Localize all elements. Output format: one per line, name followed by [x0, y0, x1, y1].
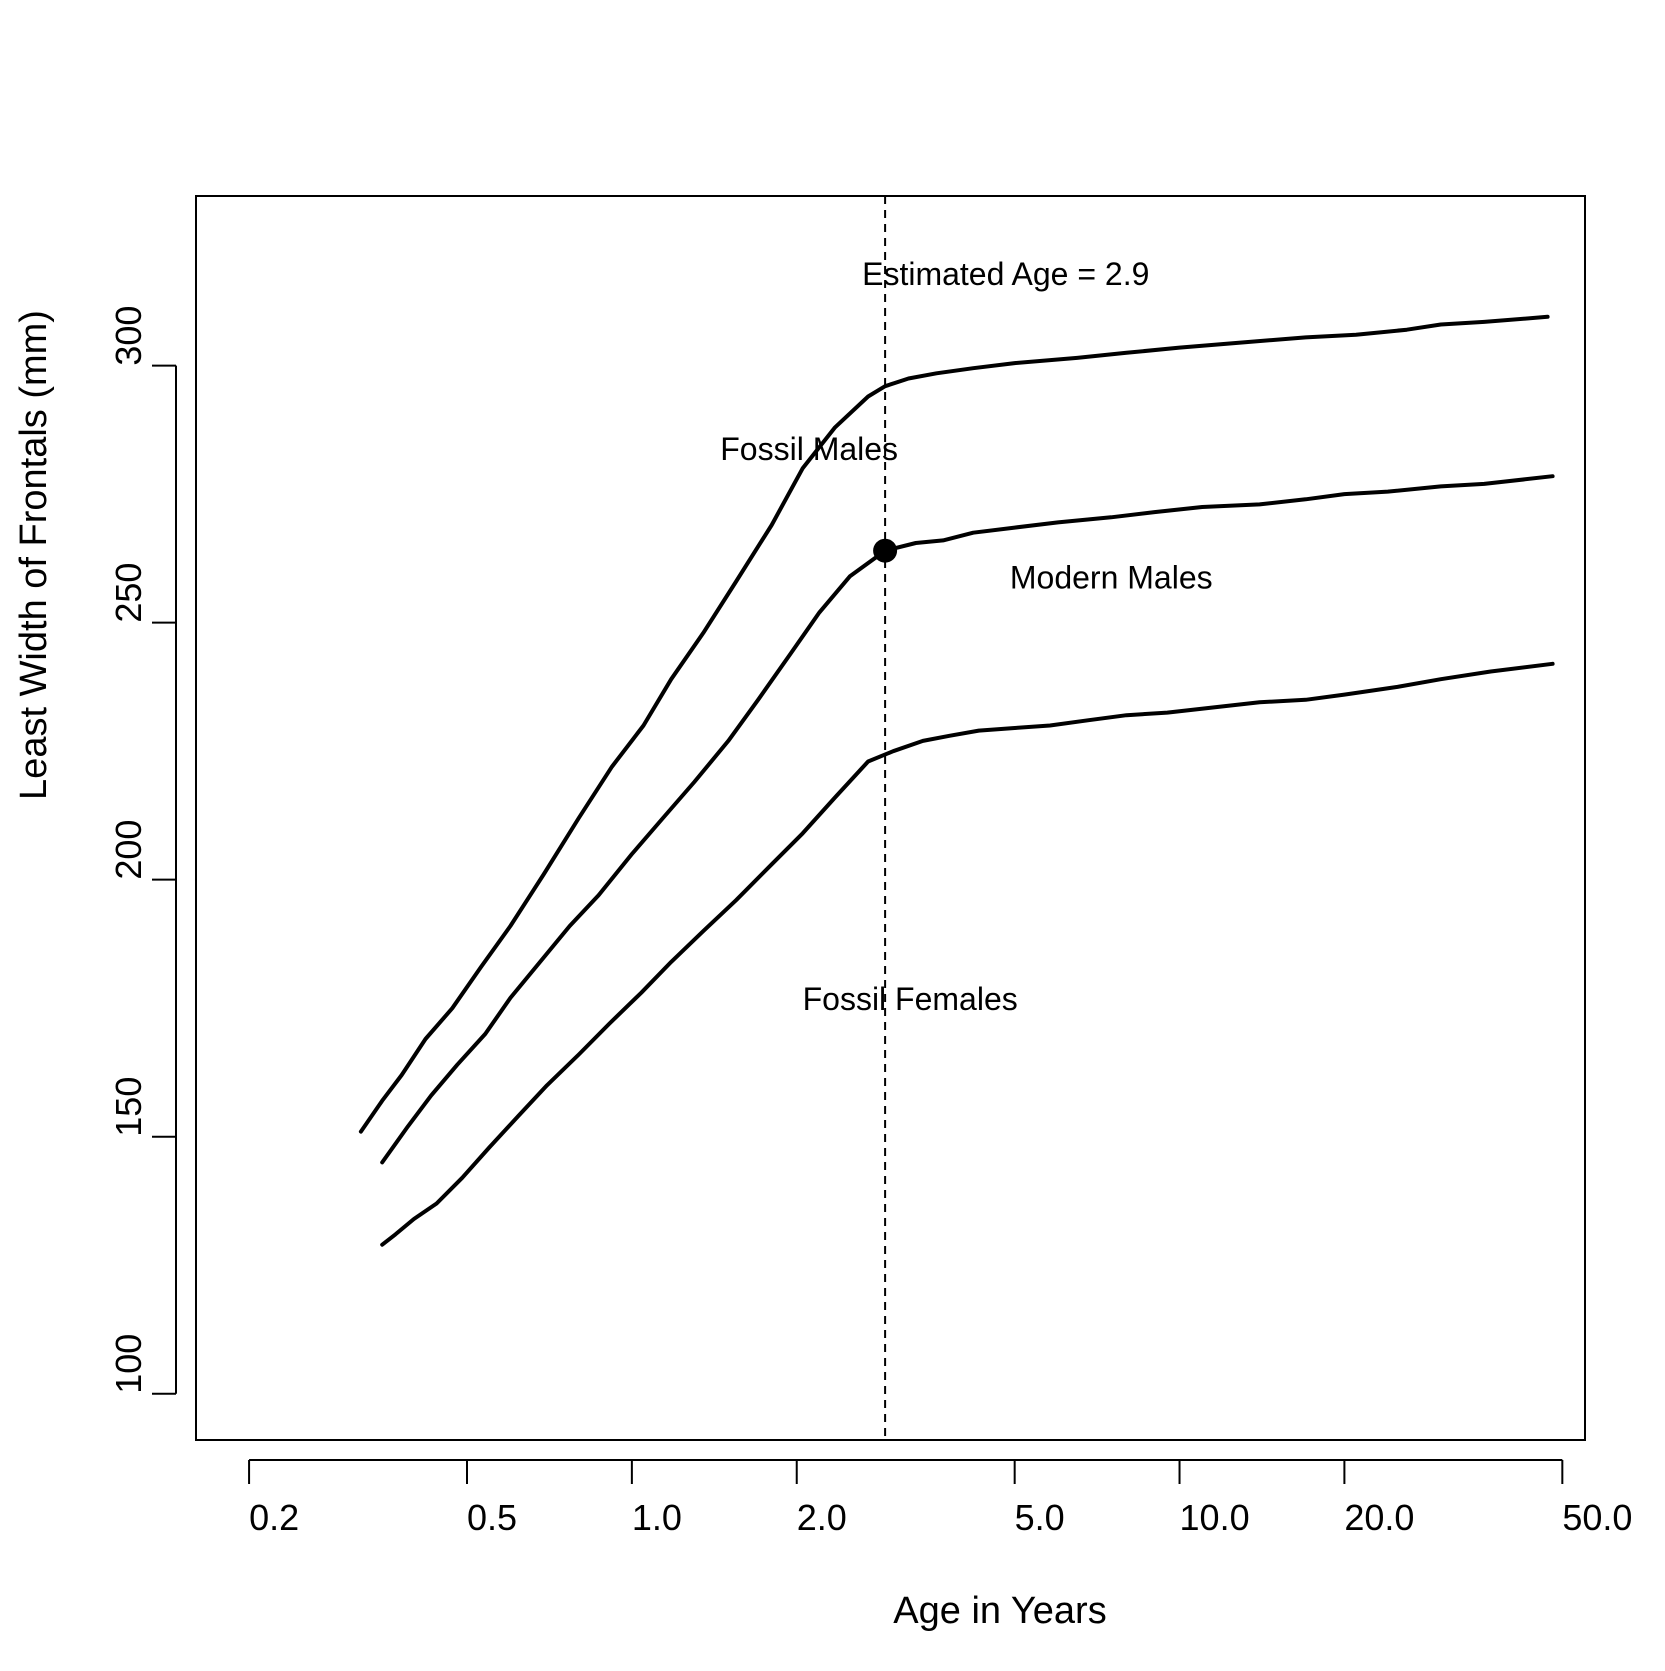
x-tick-label-0-2: 0.2: [249, 1497, 299, 1538]
x-tick-label-5-0: 5.0: [1015, 1497, 1065, 1538]
x-tick-label-50-0: 50.0: [1562, 1497, 1632, 1538]
y-tick-label-250: 250: [108, 563, 149, 623]
x-tick-label-10-0: 10.0: [1180, 1497, 1250, 1538]
plot-area: [195, 195, 1586, 1441]
y-axis: 100 150 200 250 300: [108, 306, 177, 1395]
x-tick-label-0-5: 0.5: [467, 1497, 517, 1538]
y-tick-label-200: 200: [108, 820, 149, 880]
series-line-modern-males: [380, 474, 1555, 1165]
series-line-fossil-females: [380, 661, 1555, 1247]
annotation-estimated-age-2-9: Estimated Age = 2.9: [862, 256, 1149, 292]
x-tick-label-20-0: 20.0: [1344, 1497, 1414, 1538]
annotation-modern-males: Modern Males: [1010, 559, 1213, 595]
estimated-point-marker: [873, 538, 898, 563]
x-axis: 0.2 0.5 1.0 2.0 5.0 10.0 20.0 50.0: [248, 1459, 1632, 1538]
series-lines: [358, 314, 1555, 1247]
x-tick-label-1-0: 1.0: [632, 1497, 682, 1538]
marker-group: [873, 538, 898, 563]
annotation-fossil-males: Fossil Males: [720, 431, 898, 467]
y-tick-label-300: 300: [108, 306, 149, 366]
annotations: Estimated Age = 2.9 Fossil Males Modern Ma…: [720, 256, 1212, 1017]
y-axis-title: Least Width of Frontals (mm): [13, 310, 55, 800]
annotation-fossil-females: Fossil Females: [803, 981, 1018, 1017]
x-axis-title: Age in Years: [893, 1590, 1106, 1632]
y-tick-label-100: 100: [108, 1334, 149, 1394]
x-tick-label-2-0: 2.0: [797, 1497, 847, 1538]
y-tick-label-150: 150: [108, 1077, 149, 1137]
plot-frame: [195, 195, 1586, 1441]
series-line-fossil-males: [358, 314, 1550, 1134]
